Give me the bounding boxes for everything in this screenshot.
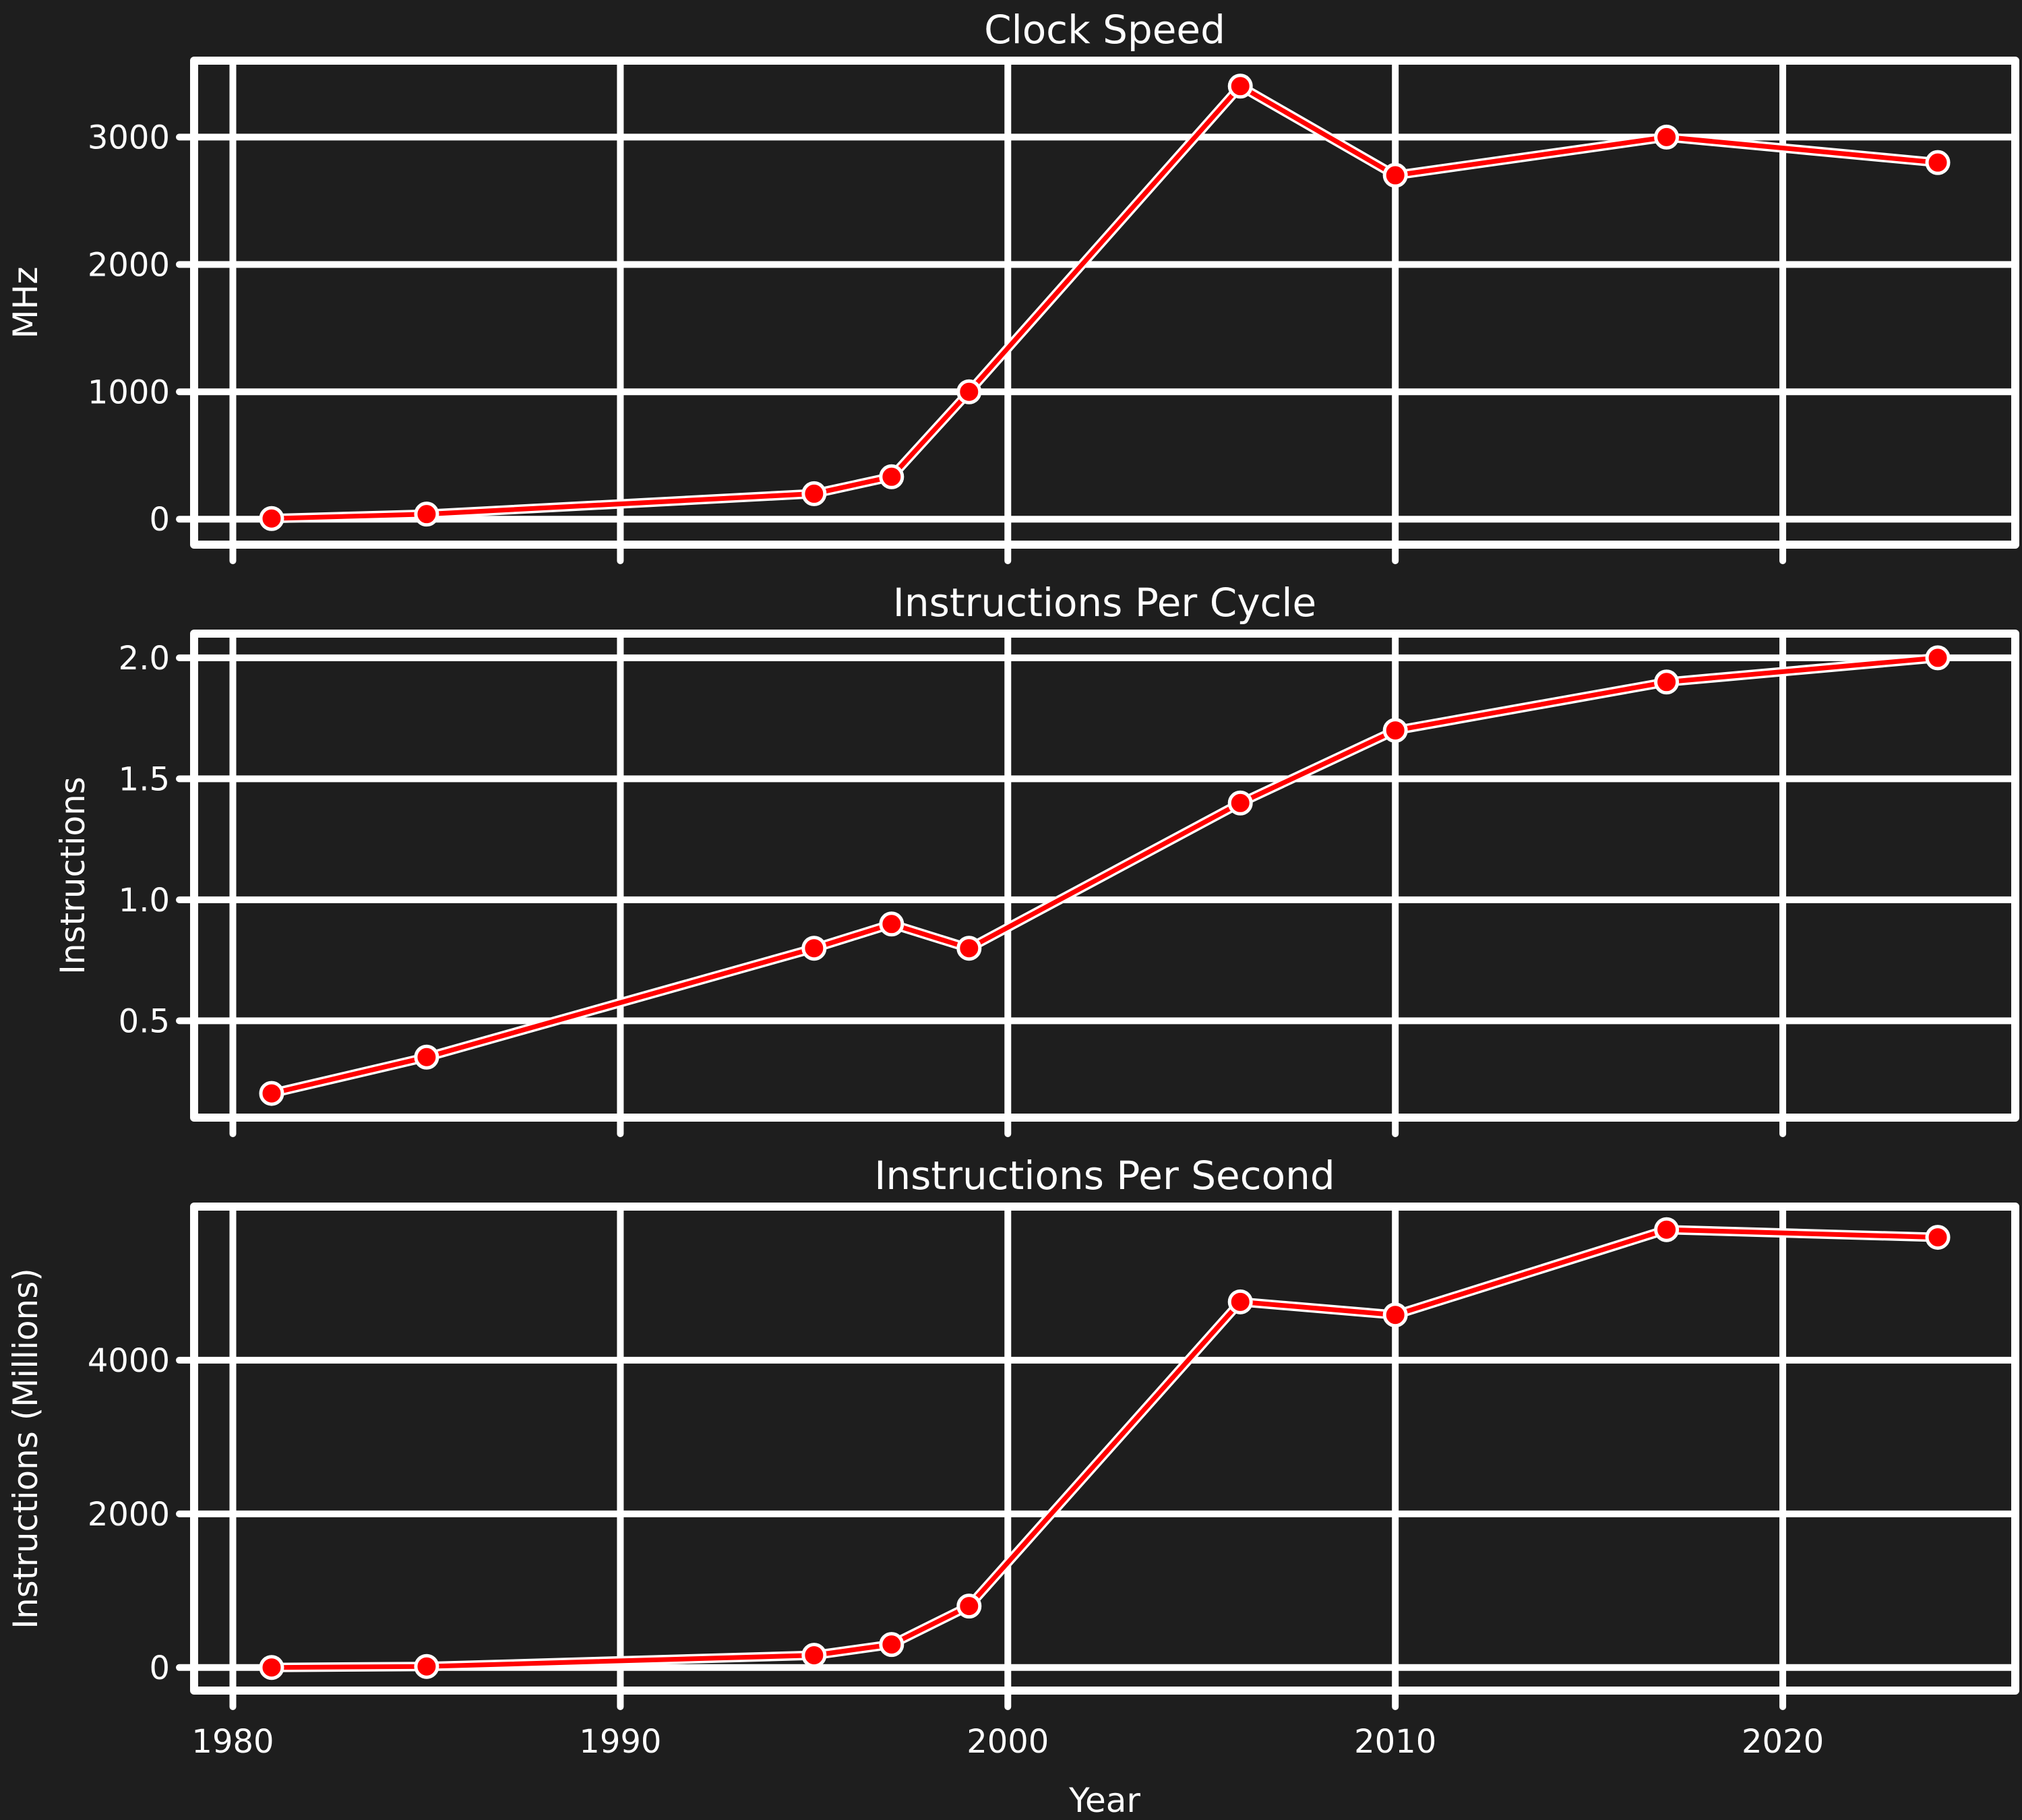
data-point [956,1594,982,1619]
plot-area [194,61,2015,545]
data-point [259,1081,284,1106]
data-point [879,911,905,937]
chart-title: Clock Speed [984,7,1225,53]
data-point [956,936,982,961]
data-point [1382,1302,1408,1328]
data-point [1227,73,1253,99]
data-point [1654,669,1680,695]
y-tick-label: 0.5 [119,1002,170,1040]
data-point [801,936,827,961]
data-point [259,506,284,531]
data-point [879,1632,905,1658]
chart-title: Instructions Per Cycle [893,580,1316,626]
chart-panel-2: 0.5 1.0 1.5 2.0 Instructions Per Cycle Instru… [53,580,2019,1137]
data-point [879,464,905,489]
data-point [1227,790,1253,816]
y-axis-label: MHz [6,267,45,339]
y-tick-label: 0 [149,501,170,539]
x-tick-label: 1980 [191,1723,274,1761]
data-point [956,379,982,404]
data-point [801,481,827,506]
y-tick-label: 3000 [88,119,170,156]
y-tick-label: 4000 [88,1342,170,1380]
x-axis-label: Year [1068,1781,1140,1820]
y-tick-label: 2000 [88,246,170,284]
axes-frame [190,1203,2019,1695]
y-tick-label: 1.0 [119,882,170,919]
data-point [1925,645,1951,671]
data-point [801,1643,827,1668]
axes-frame [190,57,2019,549]
x-tick-label: 2010 [1354,1723,1436,1761]
data-point [414,1654,439,1679]
data-point [414,502,439,527]
data-point [1925,150,1951,175]
data-point [1654,124,1680,150]
data-point [1382,162,1408,188]
axes-frame [190,630,2019,1122]
data-point [1382,718,1408,744]
x-tick-label: 1990 [579,1723,661,1761]
x-tick-label: 2000 [967,1723,1049,1761]
data-point [1925,1225,1951,1250]
y-tick-label: 0 [149,1649,170,1687]
y-tick-label: 1.5 [119,760,170,798]
y-tick-label: 2000 [88,1496,170,1534]
x-tick-label: 2020 [1742,1723,1824,1761]
y-axis-label: Instructions (Millions) [6,1268,45,1629]
data-point [259,1655,284,1680]
data-point [414,1044,439,1070]
chart-panel-3: 0 2000 4000 1980 1990 2000 2010 2020 Instruction… [6,1153,2019,1820]
chart-panel-1: 0 1000 2000 3000 Clock Speed MHz [6,7,2019,564]
y-tick-label: 1000 [88,373,170,411]
chart-panels: 0 1000 2000 3000 Clock Speed MHz 0.5 1.0 1.5 2.0 I… [6,7,2019,1820]
data-point [1654,1217,1680,1242]
chart-title: Instructions Per Second [874,1153,1335,1199]
data-point [1227,1289,1253,1314]
y-tick-label: 2.0 [119,640,170,677]
y-axis-label: Instructions [53,777,92,975]
